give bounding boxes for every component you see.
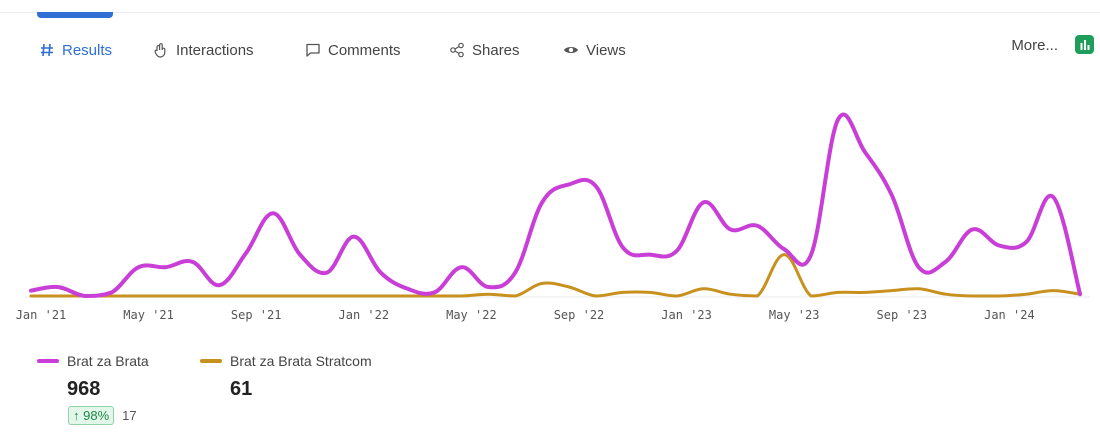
series-total: 968 (67, 378, 101, 400)
comment-icon (304, 41, 322, 59)
x-tick-label: May '22 (446, 308, 497, 322)
tab-interactions[interactable]: Interactions (152, 38, 254, 62)
legend-swatch (200, 359, 222, 363)
tab-comments[interactable]: Comments (304, 38, 401, 62)
x-tick-label: Sep '23 (877, 308, 928, 322)
top-divider (0, 12, 1100, 13)
legend-item-brat-za-brata[interactable]: Brat za Brata 968 (37, 352, 149, 401)
x-axis-ticks: Jan '21 May '21 Sep '21 Jan '22 May '22 Sep '… (16, 308, 1035, 322)
tab-label: Interactions (176, 41, 254, 59)
hash-icon (38, 41, 56, 59)
chart-type-button[interactable] (1075, 35, 1094, 54)
more-metrics-link[interactable]: More... (1011, 37, 1058, 54)
tab-label: Views (586, 41, 626, 59)
change-indicator: ↑ 98% 17 (68, 406, 137, 425)
series-line (29, 253, 1082, 298)
eye-icon (562, 41, 580, 59)
hand-icon (152, 41, 170, 59)
active-tab-indicator (37, 12, 113, 18)
x-tick-label: Jan '21 (16, 308, 67, 322)
x-tick-label: Jan '24 (984, 308, 1035, 322)
x-tick-label: May '23 (769, 308, 820, 322)
series-total: 61 (230, 378, 253, 400)
tab-shares[interactable]: Shares (448, 38, 520, 62)
x-tick-label: Jan '22 (339, 308, 390, 322)
legend-item-brat-za-brata-stratcom[interactable]: Brat za Brata Stratcom 61 (200, 352, 372, 401)
tab-label: Results (62, 41, 113, 59)
change-absolute: 17 (122, 408, 137, 423)
series-line (29, 112, 1083, 298)
legend-swatch (37, 359, 59, 363)
x-tick-label: Jan '23 (661, 308, 712, 322)
legend-label: Brat za Brata Stratcom (230, 353, 372, 369)
x-tick-label: May '21 (123, 308, 174, 322)
tab-views[interactable]: Views (562, 38, 626, 62)
bar-chart-icon (1080, 39, 1089, 50)
tab-label: Comments (328, 41, 401, 59)
x-tick-label: Sep '22 (554, 308, 605, 322)
x-tick-label: Sep '21 (231, 308, 282, 322)
line-chart: Jan '21 May '21 Sep '21 Jan '22 May '22 Sep '… (16, 112, 1090, 322)
legend-label: Brat za Brata (67, 353, 149, 369)
change-badge: ↑ 98% (68, 406, 115, 425)
share-icon (448, 41, 466, 59)
tab-label: Shares (472, 41, 520, 59)
tab-results[interactable]: Results (38, 38, 112, 62)
series-lines (29, 112, 1083, 298)
